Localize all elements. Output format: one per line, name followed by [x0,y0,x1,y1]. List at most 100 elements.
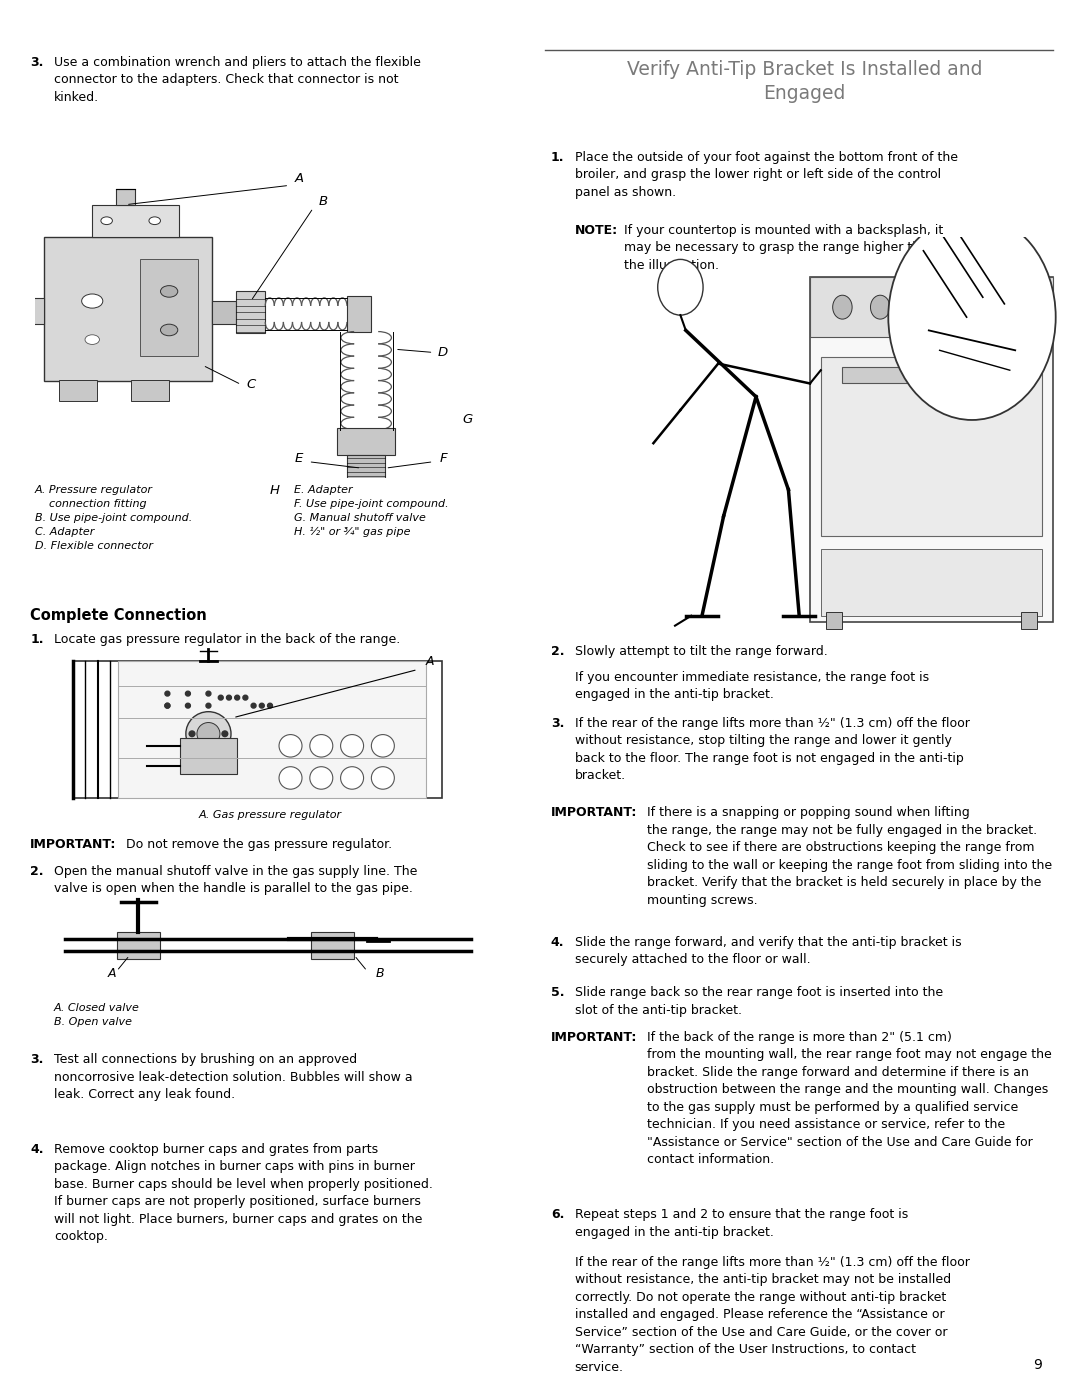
Bar [311,932,354,960]
Circle shape [100,217,112,225]
Circle shape [82,293,103,309]
Bar [118,662,426,798]
Text: IMPORTANT:: IMPORTANT: [551,806,637,819]
Circle shape [206,703,211,708]
Bar [131,380,170,401]
Circle shape [310,767,333,789]
Bar [347,296,372,331]
Text: If your countertop is mounted with a backsplash, it
may be necessary to grasp th: If your countertop is mounted with a bac… [624,224,1010,271]
Text: 6.: 6. [551,1208,564,1221]
Circle shape [870,295,890,319]
Text: Remove cooktop burner caps and grates from parts
package. Align notches in burne: Remove cooktop burner caps and grates fr… [54,1143,433,1243]
Bar [117,189,135,204]
Circle shape [658,260,703,316]
Text: E. Adapter
F. Use pipe-joint compound.
G. Manual shutoff valve
H. ½" or ¾" gas p: E. Adapter F. Use pipe-joint compound. G… [294,485,448,536]
Circle shape [888,214,1056,420]
Circle shape [340,735,364,757]
Circle shape [340,767,364,789]
Text: Use a combination wrench and pliers to attach the flexible
connector to the adap: Use a combination wrench and pliers to a… [54,56,421,103]
Bar [1021,612,1037,629]
Circle shape [85,335,99,345]
Text: A: A [108,967,117,981]
Text: 2.: 2. [30,865,43,877]
Bar [58,380,97,401]
Text: Slide range back so the rear range foot is inserted into the
slot of the anti-ti: Slide range back so the rear range foot … [575,986,943,1017]
Circle shape [206,692,211,696]
Text: 9: 9 [1034,1358,1042,1372]
Text: G: G [462,414,472,426]
Bar [821,358,1042,536]
Text: D: D [438,345,448,359]
Text: H: H [270,483,280,497]
Text: A. Pressure regulator
    connection fitting
B. Use pipe-joint compound.
C. Adap: A. Pressure regulator connection fitting… [35,485,192,550]
Circle shape [161,324,178,335]
Circle shape [372,735,394,757]
Text: Open the manual shutoff valve in the gas supply line. The
valve is open when the: Open the manual shutoff valve in the gas… [54,865,417,895]
Bar [810,278,1053,623]
Circle shape [186,692,190,696]
Text: A: A [295,172,303,186]
Circle shape [222,731,228,736]
Bar [213,302,237,324]
Bar [179,738,238,774]
Text: Place the outside of your foot against the bottom front of the
broiler, and gras: Place the outside of your foot against t… [575,151,958,198]
Text: 4.: 4. [551,936,564,949]
Text: Slowly attempt to tilt the range forward.: Slowly attempt to tilt the range forward… [575,645,827,658]
Text: E: E [295,451,303,465]
Text: If you encounter immediate resistance, the range foot is
engaged in the anti-tip: If you encounter immediate resistance, t… [575,671,929,701]
Text: Do not remove the gas pressure regulator.: Do not remove the gas pressure regulator… [126,838,392,851]
Text: If the rear of the range lifts more than ½" (1.3 cm) off the floor
without resis: If the rear of the range lifts more than… [575,717,970,782]
Circle shape [189,731,194,736]
Text: Verify Anti-Tip Bracket Is Installed and
Engaged: Verify Anti-Tip Bracket Is Installed and… [626,60,983,103]
Bar [140,260,198,356]
Text: 3.: 3. [30,56,43,68]
Text: Slide the range forward, and verify that the anti-tip bracket is
securely attach: Slide the range forward, and verify that… [575,936,961,967]
Circle shape [252,703,256,708]
Bar [117,932,160,960]
Text: Complete Connection: Complete Connection [30,608,207,623]
Text: If the rear of the range lifts more than ½" (1.3 cm) off the floor
without resis: If the rear of the range lifts more than… [575,1256,970,1373]
Text: IMPORTANT:: IMPORTANT: [30,838,117,851]
Circle shape [310,735,333,757]
Circle shape [279,735,302,757]
Bar [44,236,213,381]
Circle shape [908,295,928,319]
Text: 1.: 1. [551,151,564,163]
Text: Repeat steps 1 and 2 to ensure that the range foot is
engaged in the anti-tip br: Repeat steps 1 and 2 to ensure that the … [575,1208,908,1239]
Bar [92,204,179,236]
Circle shape [833,295,852,319]
Circle shape [149,217,161,225]
Circle shape [165,703,170,708]
Circle shape [197,722,220,745]
Circle shape [186,703,190,708]
Text: A. Closed valve
B. Open valve: A. Closed valve B. Open valve [54,1003,140,1027]
Circle shape [279,767,302,789]
Circle shape [165,703,170,708]
Bar [0,298,44,324]
Circle shape [227,696,231,700]
Text: 5.: 5. [551,986,564,999]
Text: F: F [440,451,447,465]
Text: If there is a snapping or popping sound when lifting
the range, the range may no: If there is a snapping or popping sound … [647,806,1052,907]
Bar [237,292,266,332]
Bar [826,612,842,629]
Text: If the back of the range is more than 2" (5.1 cm)
from the mounting wall, the re: If the back of the range is more than 2"… [647,1031,1052,1166]
Circle shape [946,295,966,319]
Bar [810,278,1053,337]
Text: 4.: 4. [30,1143,43,1155]
Bar [337,427,395,455]
Text: A: A [426,655,434,669]
Text: 2.: 2. [551,645,564,658]
Circle shape [372,767,394,789]
Text: B: B [376,967,384,981]
Circle shape [218,696,224,700]
Circle shape [243,696,247,700]
Text: A. Gas pressure regulator: A. Gas pressure regulator [199,810,341,820]
Text: 3.: 3. [30,1053,43,1066]
Text: NOTE:: NOTE: [575,224,618,236]
Circle shape [259,703,265,708]
Text: 3.: 3. [551,717,564,729]
Bar [842,367,1021,383]
Text: Locate gas pressure regulator in the back of the range.: Locate gas pressure regulator in the bac… [54,633,401,645]
Text: B: B [319,194,327,208]
